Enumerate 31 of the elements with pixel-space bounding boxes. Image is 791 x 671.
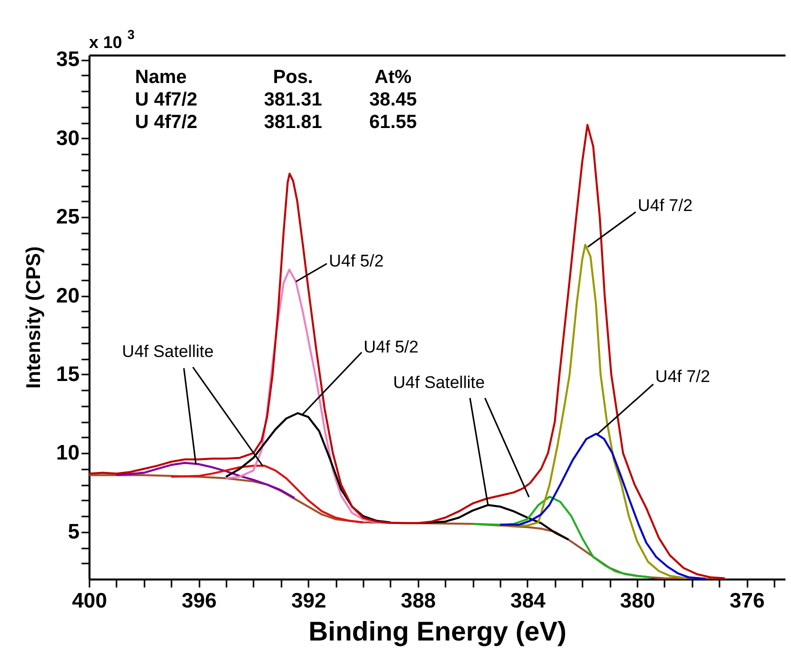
y-tick-label: 25	[56, 206, 80, 229]
annotation: U 4f7/2	[135, 90, 198, 110]
x-tick-label: 384	[510, 590, 546, 612]
y-axis-title: Intensity (CPS)	[23, 246, 46, 389]
annotation: 381.81	[264, 112, 322, 133]
x-tick-label: 400	[72, 590, 108, 612]
x-tick-label: 392	[291, 590, 326, 612]
y-tick-label: 10	[56, 442, 80, 465]
x-tick-label: 388	[400, 590, 436, 612]
x-tick-label: 376	[730, 590, 765, 612]
annotation: 61.55	[369, 112, 418, 133]
annotation: At%	[374, 67, 412, 88]
x-axis-title: Binding Energy (eV)	[308, 616, 567, 646]
y-tick-label: 20	[56, 284, 80, 308]
x-tick-label: 396	[182, 590, 217, 612]
annotation: 38.45	[369, 90, 418, 110]
annotation: U4f 7/2	[638, 196, 693, 215]
annotation: Name	[135, 67, 187, 88]
annotation: 381.31	[264, 90, 322, 110]
y-tick-label: 30	[56, 126, 80, 150]
annotation: U4f 5/2	[328, 252, 384, 271]
annotation: U4f 7/2	[655, 367, 710, 386]
y-tick-label: 35	[56, 48, 80, 72]
annotation: U4f Satellite	[122, 342, 214, 362]
annotation: Pos.	[272, 67, 314, 88]
y-tick-label: 5	[68, 520, 80, 544]
annotation: U4f Satellite	[393, 373, 485, 392]
annotation: U 4f7/2	[135, 112, 198, 133]
y-tick-label: 15	[56, 362, 80, 386]
x-tick-label: 380	[620, 590, 656, 612]
annotation: U4f 5/2	[364, 337, 418, 356]
